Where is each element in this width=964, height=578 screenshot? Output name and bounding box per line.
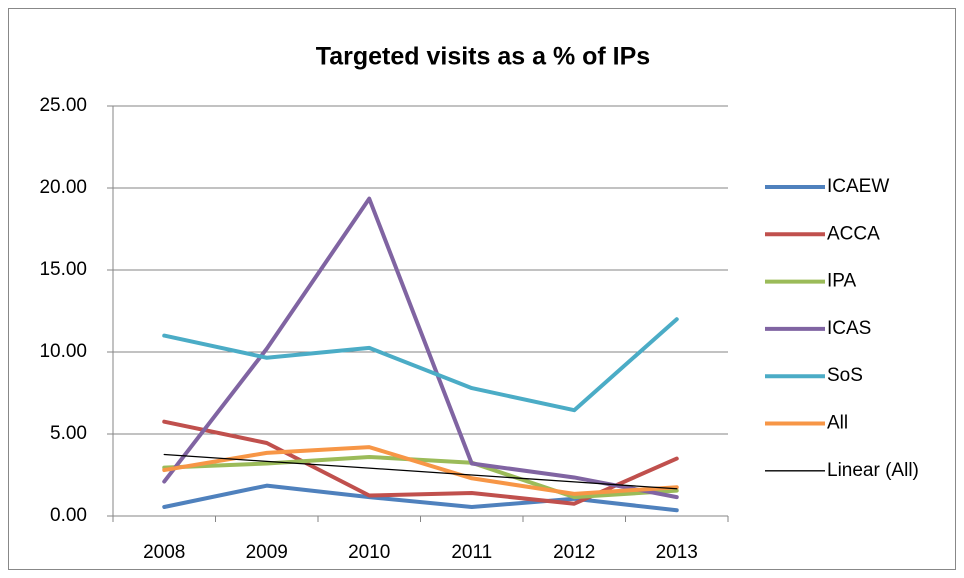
chart-title: Targeted visits as a % of IPs [316, 43, 650, 71]
series-line [162, 196, 679, 500]
y-tick-label: 15.00 [39, 259, 87, 280]
y-tick-label: 25.00 [39, 95, 87, 116]
legend-label: ACCA [827, 223, 880, 244]
x-tick-label: 2012 [553, 542, 595, 563]
series-line [162, 483, 679, 513]
series-line [162, 317, 679, 413]
x-tick-label: 2011 [451, 542, 492, 563]
x-tick-label: 2009 [246, 542, 288, 563]
x-tick-label: 2008 [143, 542, 185, 563]
legend-label: SoS [827, 365, 863, 386]
legend-label: ICAS [827, 318, 871, 339]
series-line [163, 453, 678, 490]
x-tick-label: 2013 [656, 542, 698, 563]
y-tick-label: 5.00 [50, 423, 87, 444]
chart-border [8, 8, 956, 570]
y-tick-label: 20.00 [39, 177, 87, 198]
y-tick-label: 10.00 [39, 341, 87, 362]
legend-label: ICAEW [827, 176, 889, 197]
series-line [162, 454, 679, 500]
legend-label: IPA [827, 271, 857, 292]
x-tick-label: 2010 [348, 542, 390, 563]
y-tick-label: 0.00 [50, 505, 87, 526]
series-line [162, 445, 679, 496]
legend-label: All [827, 413, 848, 434]
legend-label: Linear (All) [827, 460, 919, 481]
